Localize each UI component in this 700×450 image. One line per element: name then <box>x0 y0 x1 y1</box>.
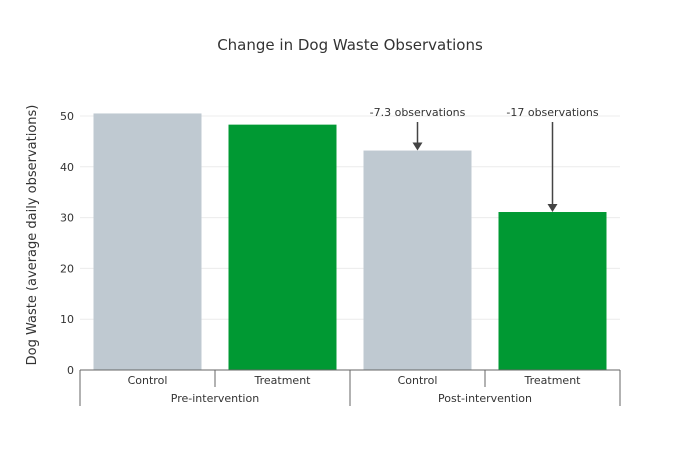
annotations: -7.3 observations -17 observations <box>370 106 599 213</box>
group-label: Pre-intervention <box>171 392 259 405</box>
y-tick-label: 50 <box>60 110 74 123</box>
axes: 0 10 20 30 40 50 Control Treatment Control Treatm… <box>60 110 621 406</box>
x-tick-label: Treatment <box>524 374 582 387</box>
x-tick-label: Control <box>398 374 438 387</box>
annotation-arrowhead <box>412 142 423 151</box>
annotation-label: -17 observations <box>506 106 599 119</box>
chart-title: Change in Dog Waste Observations <box>217 36 483 54</box>
y-axis-label: Dog Waste (average daily observations) <box>25 105 40 366</box>
y-tick-label: 0 <box>67 364 74 377</box>
group-label: Post-intervention <box>438 392 532 405</box>
y-tick-label: 20 <box>60 262 74 275</box>
annotation-arrowhead <box>547 204 558 213</box>
bar-0 <box>93 113 202 371</box>
y-tick-label: 40 <box>60 161 74 174</box>
bar-1 <box>228 124 337 370</box>
y-tick-label: 10 <box>60 313 74 326</box>
annotation-label: -7.3 observations <box>370 106 466 119</box>
bar-3 <box>498 212 607 370</box>
bar-2 <box>363 150 472 370</box>
x-tick-label: Control <box>128 374 168 387</box>
x-tick-label: Treatment <box>254 374 312 387</box>
y-tick-label: 30 <box>60 212 74 225</box>
bars <box>93 113 607 371</box>
